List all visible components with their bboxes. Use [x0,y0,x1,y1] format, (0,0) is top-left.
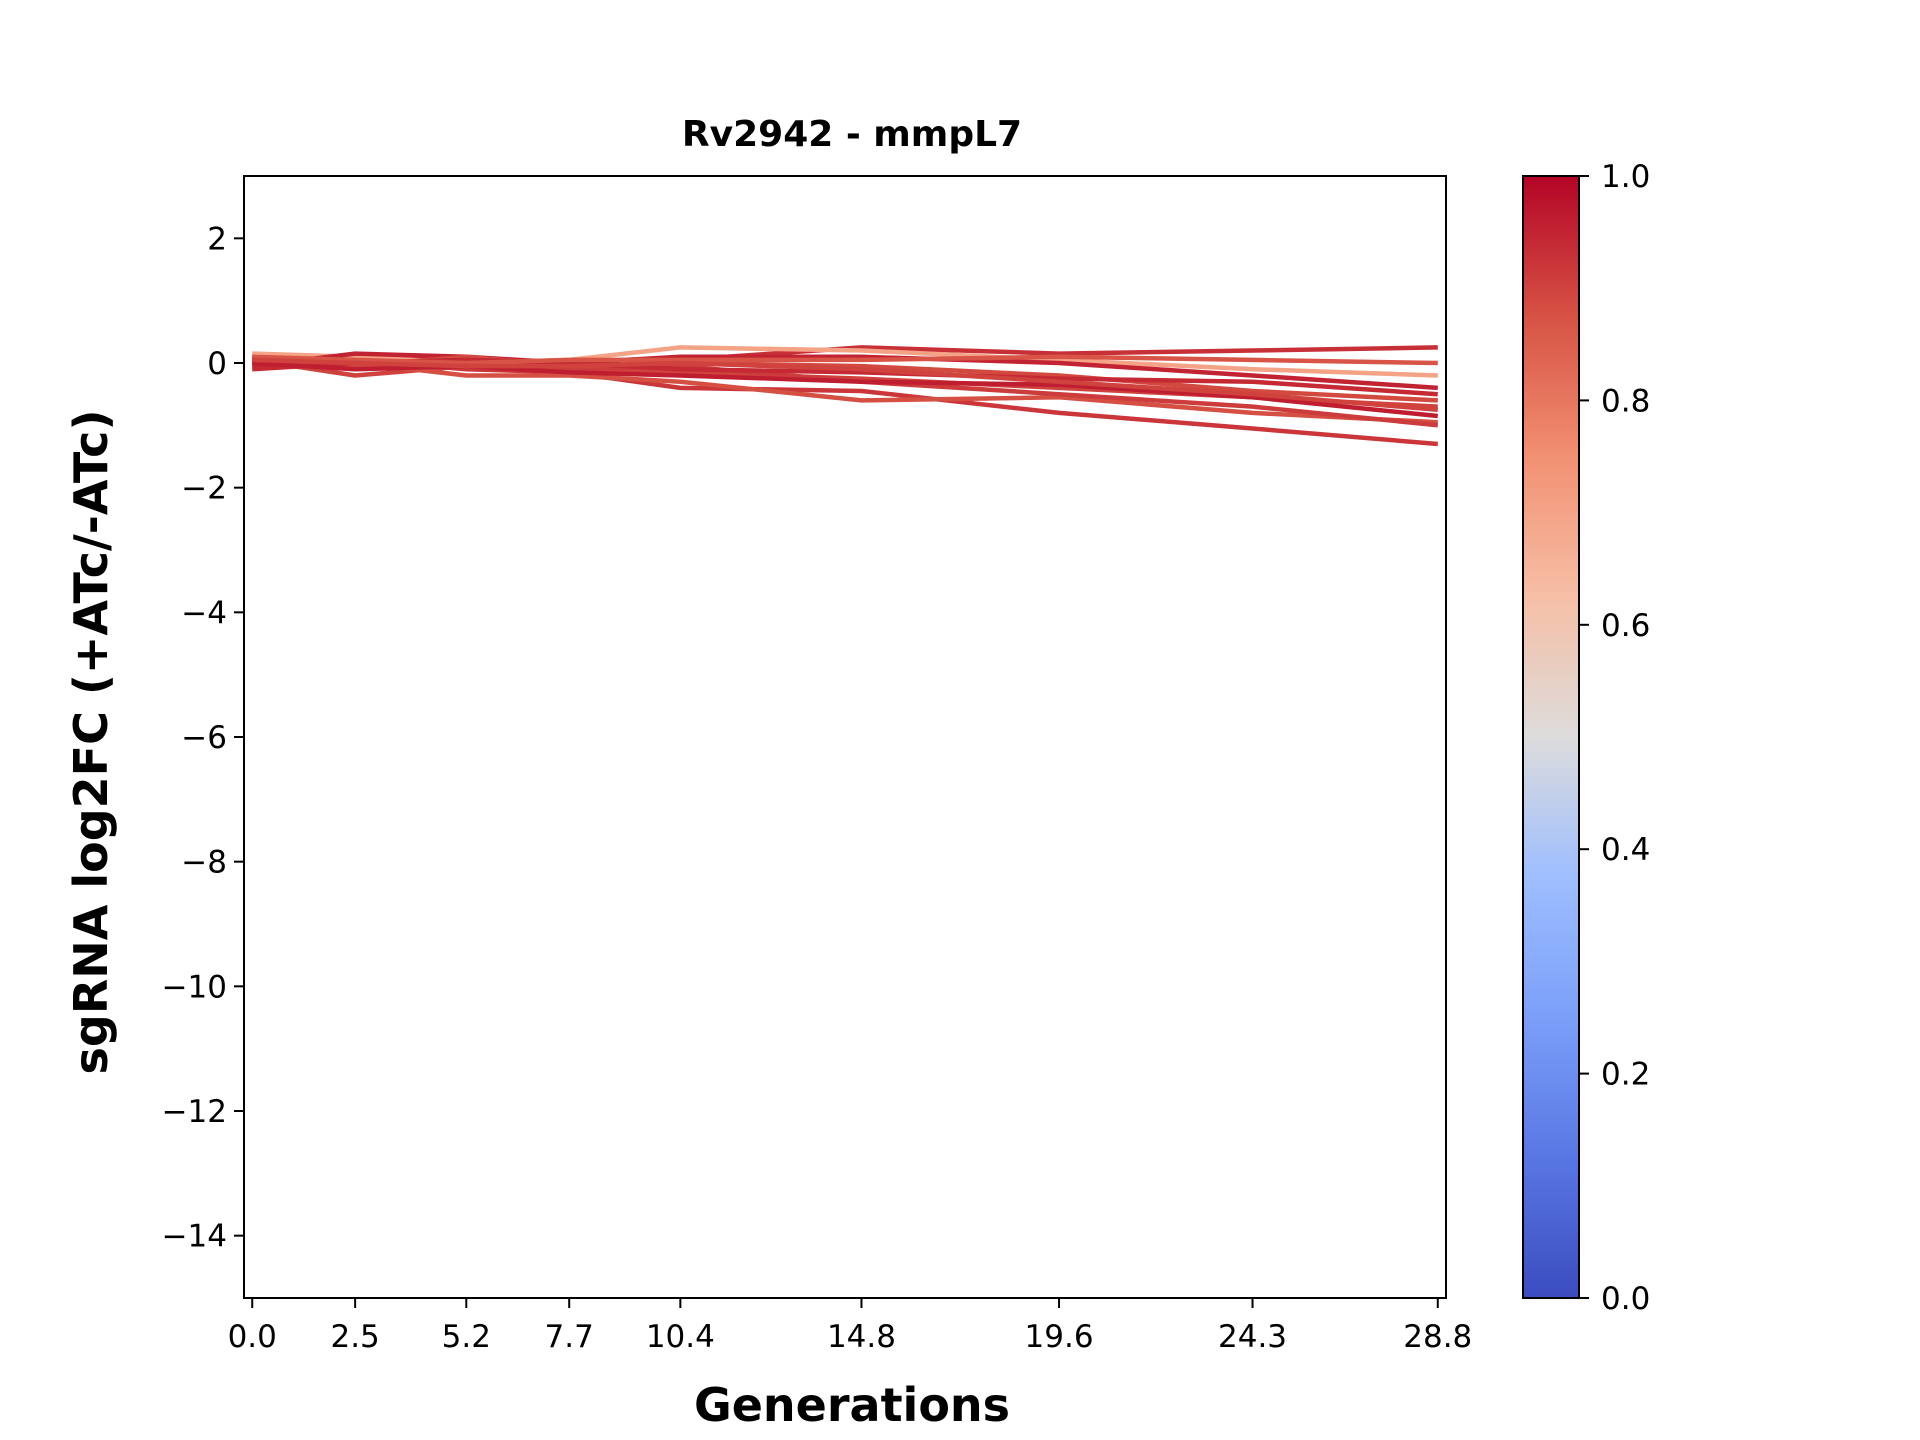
colorbar-tick-label: 1.0 [1601,159,1650,195]
x-tick-label: 19.6 [1025,1319,1094,1355]
x-tick-label: 28.8 [1403,1319,1472,1355]
x-tick-label: 24.3 [1218,1319,1287,1355]
colorbar-axis: 0.0 0.2 0.4 0.6 0.8 1.0 [1579,159,1650,1317]
x-axis: 0.0 2.5 5.2 7.7 10.4 14.8 19.6 24.3 28.8 [228,1298,1472,1355]
series-line-12 [252,357,1438,413]
colorbar-tick-label: 0.0 [1601,1281,1650,1317]
x-tick-label: 10.4 [646,1319,715,1355]
y-tick-label: −10 [162,969,227,1005]
chart-title: Rv2942 - mmpL7 [682,114,1022,155]
y-tick-label: 2 [207,221,227,257]
x-tick-label: 0.0 [228,1319,277,1355]
y-tick-label: −12 [162,1094,227,1130]
colorbar-tick-label: 0.2 [1601,1057,1650,1093]
y-tick-label: 0 [207,346,227,382]
y-tick-label: −2 [181,471,227,507]
x-axis-label: Generations [694,1378,1010,1432]
y-tick-label: −4 [181,595,227,631]
plot-frame [243,175,1447,1299]
series-line-6 [251,351,1438,391]
y-tick-label: −6 [181,720,227,756]
y-axis-label: sgRNA log2FC (+ATc/-ATc) [64,410,118,1075]
series-layer [251,345,1439,447]
colorbar-tick-label: 0.8 [1601,383,1650,419]
y-axis: 2 0 −2 −4 −6 −8 −10 −12 −14 [162,221,244,1255]
x-tick-label: 7.7 [545,1319,594,1355]
x-tick-label: 14.8 [827,1319,896,1355]
y-tick-label: −8 [181,845,227,881]
x-tick-label: 5.2 [442,1319,491,1355]
colorbar-tick-label: 0.6 [1601,608,1650,644]
series-line-10 [252,354,1438,366]
y-tick-label: −14 [162,1219,227,1255]
colorbar [1522,175,1580,1299]
x-tick-label: 2.5 [330,1319,379,1355]
colorbar-tick-label: 0.4 [1601,832,1650,868]
series-line-11 [252,360,1439,419]
